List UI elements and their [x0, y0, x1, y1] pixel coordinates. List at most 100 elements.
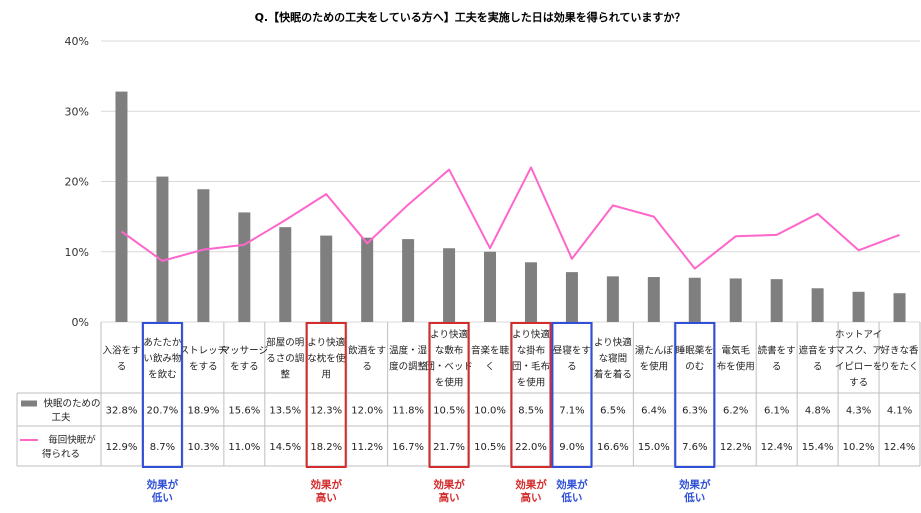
- category-label: ストレッチをする: [180, 346, 228, 373]
- data-label: 16.6%: [597, 442, 629, 453]
- data-label: 9.0%: [559, 442, 584, 453]
- data-label: 32.8%: [106, 406, 138, 417]
- bar: [361, 237, 374, 322]
- data-label: 16.7%: [392, 442, 424, 453]
- highlight-boxes: [141, 322, 716, 468]
- highlight-box: [510, 322, 552, 468]
- data-label: 12.9%: [106, 442, 138, 453]
- annotation-label: 効果が高い: [515, 478, 547, 504]
- category-label: より快適な寝間着を着る: [594, 337, 632, 381]
- bar: [811, 288, 824, 322]
- bar: [443, 248, 456, 322]
- bar: [852, 291, 865, 322]
- category-label: あたたかい飲み物を飲む: [143, 338, 182, 381]
- y-tick-label: 10%: [65, 246, 89, 259]
- annotation-label: 効果が低い: [679, 478, 711, 504]
- bar: [402, 239, 415, 322]
- category-label: 音楽を聴く: [471, 345, 510, 373]
- legend-label: 快眠のための工夫: [43, 398, 100, 424]
- data-label: 13.5%: [269, 406, 301, 417]
- bar: [115, 91, 128, 322]
- bar: [484, 251, 497, 322]
- data-label: 6.3%: [682, 406, 707, 417]
- annotation-label: 効果が高い: [310, 478, 342, 504]
- bar: [606, 276, 619, 322]
- data-label: 8.5%: [518, 406, 543, 417]
- category-label: より快適な掛布団・毛布を使用: [512, 329, 550, 389]
- bar: [279, 227, 292, 322]
- y-tick-label: 30%: [65, 105, 89, 118]
- highlight-box: [674, 322, 716, 468]
- category-label: 飲酒をする: [348, 345, 386, 373]
- category-label: 電気毛布を使用: [717, 345, 755, 373]
- data-label: 20.7%: [147, 406, 179, 417]
- data-label: 18.9%: [187, 406, 219, 417]
- bar: [197, 189, 210, 322]
- y-axis: 0% 10% 20% 30% 40%: [65, 35, 89, 329]
- data-label: 12.0%: [351, 406, 383, 417]
- category-label: 湯たんぽを使用: [635, 345, 674, 373]
- chart-title: Q.【快眠のための工夫をしている方へ】工夫を実施した日は効果を得られていますか？: [255, 10, 686, 24]
- gridlines: [101, 40, 920, 323]
- bar: [647, 277, 660, 322]
- category-label: より快適な敷布団・ベッドを使用: [425, 329, 473, 389]
- line-series: [120, 166, 900, 270]
- data-label: 10.3%: [187, 442, 219, 453]
- data-label: 18.2%: [310, 442, 342, 453]
- data-label: 10.0%: [474, 406, 506, 417]
- data-label: 4.1%: [887, 406, 912, 417]
- y-tick-label: 20%: [65, 176, 89, 189]
- bar: [524, 262, 537, 322]
- data-label: 12.3%: [310, 406, 342, 417]
- data-label: 15.6%: [228, 406, 260, 417]
- y-tick-label: 0%: [72, 316, 89, 329]
- category-label: 入浴をする: [102, 346, 140, 373]
- data-label: 7.6%: [682, 442, 707, 453]
- data-label: 22.0%: [515, 442, 547, 453]
- category-label: 部屋の明るさの調整: [266, 337, 304, 381]
- highlight-box: [551, 322, 593, 468]
- category-label: 読書をする: [758, 345, 796, 373]
- data-label: 11.0%: [228, 442, 260, 453]
- category-label: 温度・湿度の調整: [389, 345, 428, 373]
- data-label: 6.5%: [600, 406, 625, 417]
- category-label: より快適な枕を使用: [307, 337, 346, 381]
- data-label: 14.5%: [269, 442, 301, 453]
- category-label: 遮音をする: [799, 345, 837, 373]
- bar: [729, 278, 742, 322]
- annotation-label: 効果が低い: [556, 478, 588, 504]
- category-label: 好きな香りをたく: [881, 345, 920, 373]
- data-label: 4.8%: [805, 406, 830, 417]
- category-label: 睡眠薬をのむ: [676, 345, 714, 373]
- legend-label: 毎回快眠が得られる: [42, 434, 96, 460]
- data-label: 12.4%: [761, 442, 793, 453]
- highlight-box: [428, 322, 470, 468]
- legend-swatch: [21, 400, 37, 407]
- data-label: 11.8%: [392, 406, 424, 417]
- bar: [688, 277, 701, 322]
- annotation-label: 効果が高い: [433, 478, 465, 504]
- data-label: 4.3%: [846, 406, 871, 417]
- data-label: 12.4%: [884, 442, 916, 453]
- data-label: 11.2%: [351, 442, 383, 453]
- data-label: 10.2%: [843, 442, 875, 453]
- bar: [893, 293, 906, 322]
- bar: [770, 279, 783, 322]
- highlight-box: [141, 322, 183, 468]
- highlight-box: [305, 322, 347, 468]
- category-label: マッサージをする: [221, 346, 268, 373]
- data-label: 15.0%: [638, 442, 670, 453]
- annotation-label: 効果が低い: [147, 478, 179, 504]
- line-path: [120, 166, 900, 270]
- category-label: 昼寝をする: [553, 345, 591, 373]
- data-label: 10.5%: [433, 406, 465, 417]
- bar: [156, 176, 169, 322]
- bar: [565, 272, 578, 322]
- data-label: 21.7%: [433, 442, 465, 453]
- data-label: 6.1%: [764, 406, 789, 417]
- data-label: 15.4%: [802, 442, 834, 453]
- data-label: 6.4%: [641, 406, 666, 417]
- data-label: 12.2%: [720, 442, 752, 453]
